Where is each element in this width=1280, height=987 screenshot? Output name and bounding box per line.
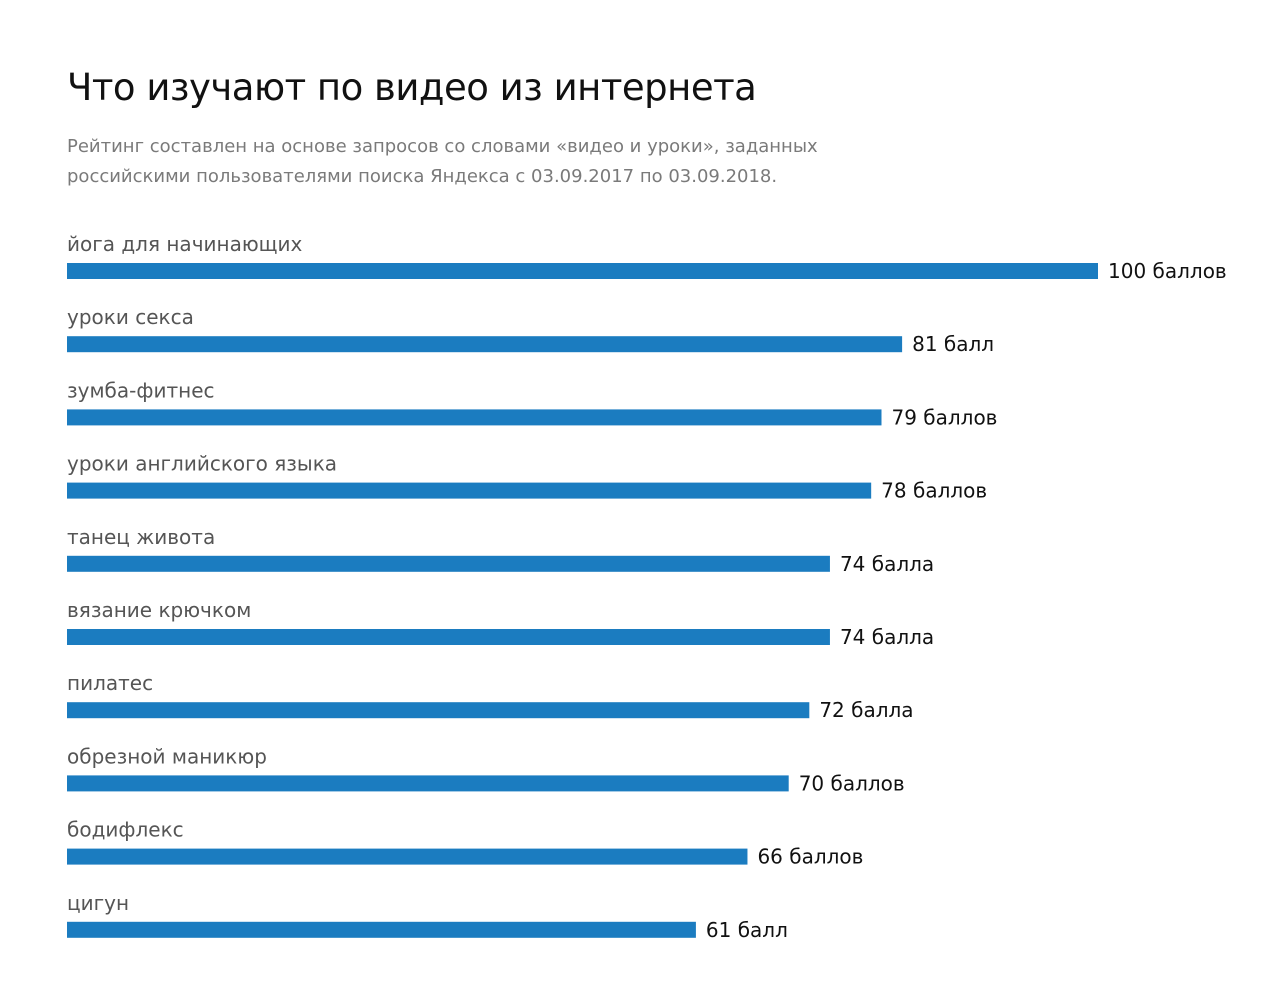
- value-label: 100 баллов: [1108, 259, 1227, 283]
- bar: [67, 263, 1098, 279]
- bar-row: уроки английского языка 78 баллов: [67, 452, 987, 503]
- bar-row: цигун 61 балл: [67, 891, 788, 942]
- value-label: 74 балла: [840, 625, 934, 649]
- bar-row: обрезной маникюр 70 баллов: [67, 744, 905, 795]
- value-label: 72 балла: [819, 698, 913, 722]
- value-label: 79 баллов: [891, 405, 997, 429]
- category-label: вязание крючком: [67, 598, 251, 622]
- category-label: обрезной маникюр: [67, 744, 267, 768]
- bar-row: вязание крючком 74 балла: [67, 598, 934, 649]
- bar: [67, 555, 830, 572]
- category-label: цигун: [67, 891, 129, 915]
- bar: [67, 848, 748, 865]
- value-label: 81 балл: [912, 332, 994, 356]
- category-label: йога для начинающих: [67, 232, 303, 256]
- bar: [67, 629, 830, 645]
- value-label: 74 балла: [840, 552, 934, 576]
- value-label: 78 баллов: [881, 479, 987, 503]
- value-label: 66 баллов: [757, 845, 863, 869]
- bar: [67, 482, 872, 499]
- category-label: уроки английского языка: [67, 452, 337, 476]
- chart-title: Что изучают по видео из интернета: [67, 66, 757, 109]
- category-label: танец живота: [67, 525, 215, 549]
- bar-row: бодифлекс 66 баллов: [67, 818, 863, 869]
- bar: [67, 702, 810, 719]
- bar-row: йога для начинающих 100 баллов: [67, 232, 1227, 283]
- value-label: 70 баллов: [799, 771, 905, 795]
- bar-row: танец живота 74 балла: [67, 525, 934, 576]
- bar-row: пилатес 72 балла: [67, 671, 914, 722]
- chart-subtitle: Рейтинг составлен на основе запросов со …: [67, 136, 818, 187]
- category-label: бодифлекс: [67, 818, 184, 842]
- category-label: уроки секса: [67, 305, 194, 329]
- category-label: зумба-фитнес: [67, 378, 215, 402]
- bar: [67, 409, 882, 426]
- bar-row: зумба-фитнес 79 баллов: [67, 378, 997, 429]
- bar: [67, 775, 789, 792]
- category-label: пилатес: [67, 671, 153, 695]
- bar-row: уроки секса 81 балл: [67, 305, 994, 356]
- value-label: 61 балл: [706, 918, 788, 942]
- bar: [67, 336, 903, 353]
- bar: [67, 921, 696, 938]
